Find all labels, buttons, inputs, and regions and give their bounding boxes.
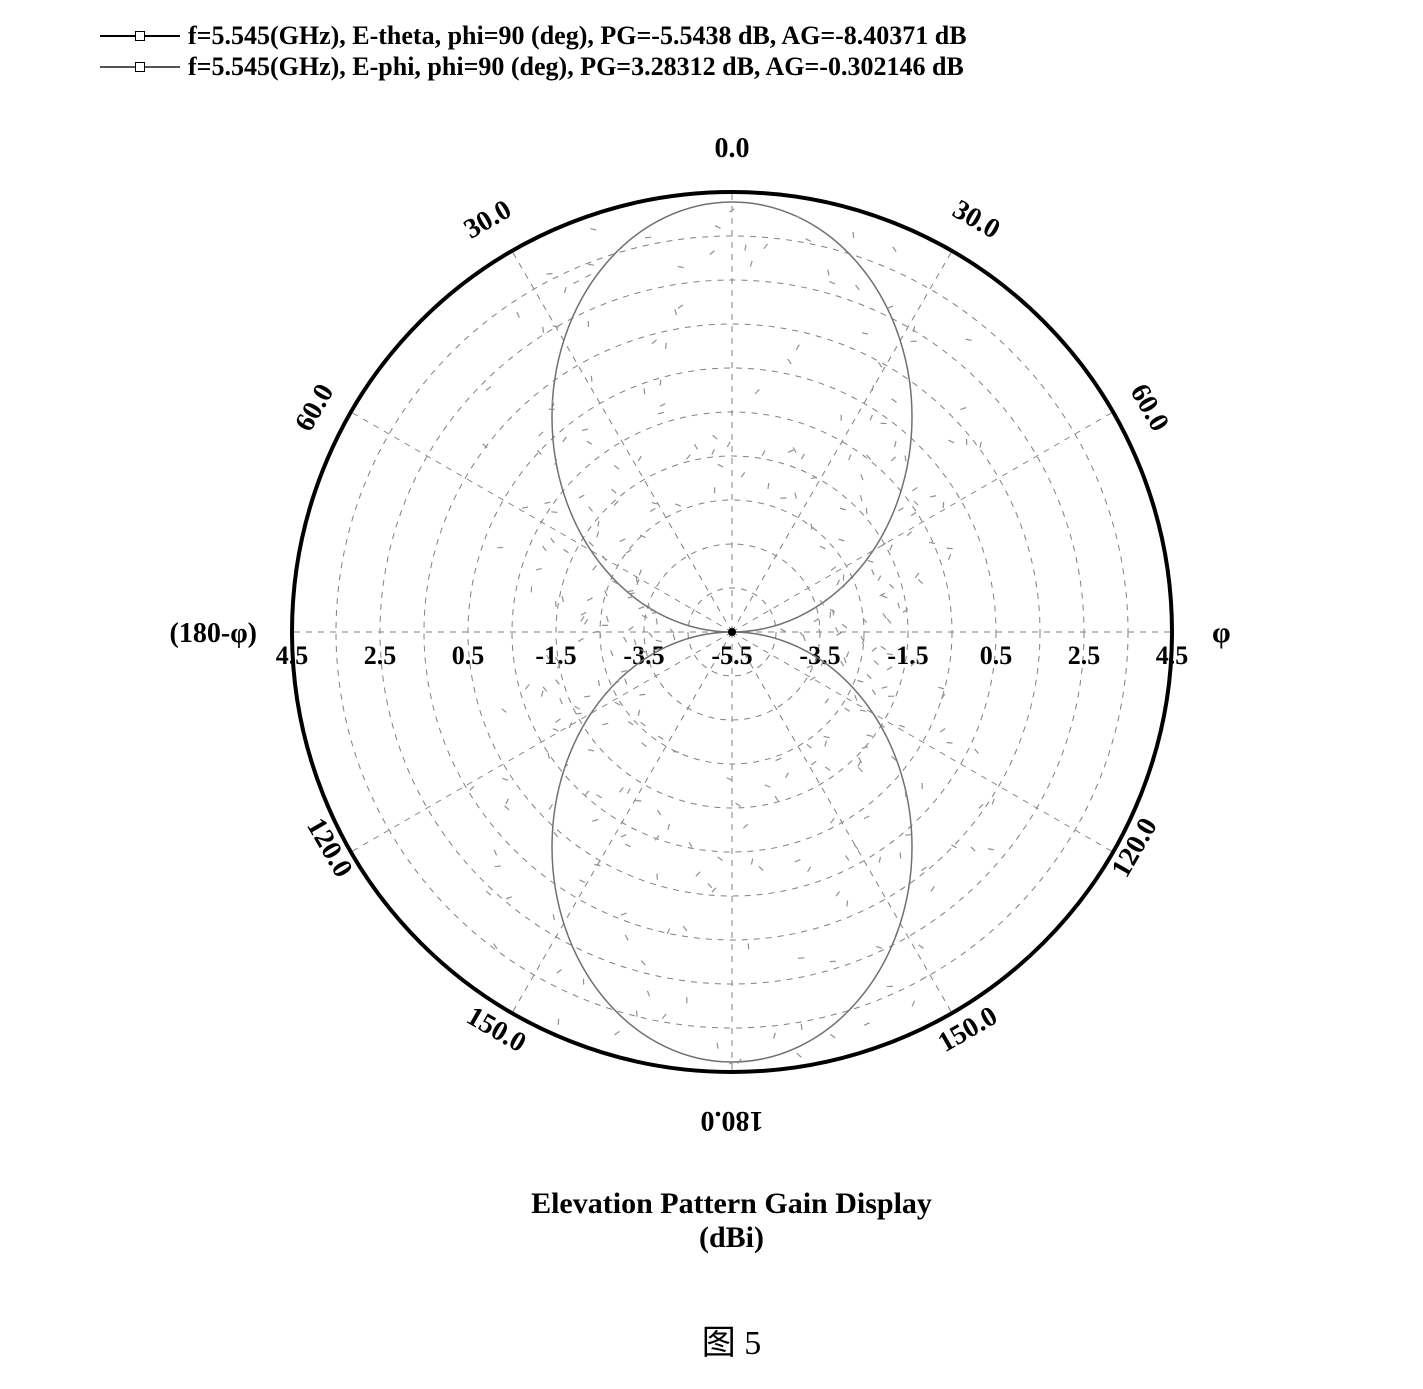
svg-text:60.0: 60.0 [1123, 379, 1174, 437]
chart-title-line2: (dBi) [132, 1221, 1332, 1255]
legend-label: f=5.545(GHz), E-phi, phi=90 (deg), PG=3.… [188, 51, 964, 82]
chart-title: Elevation Pattern Gain Display (dBi) [132, 1187, 1332, 1255]
svg-text:0.0: 0.0 [714, 133, 749, 164]
legend-swatch-dot-icon [100, 66, 180, 68]
svg-text:150.0: 150.0 [932, 1001, 1002, 1059]
svg-text:60.0: 60.0 [288, 379, 339, 437]
svg-text:-3.5: -3.5 [799, 641, 840, 670]
legend-item: f=5.545(GHz), E-phi, phi=90 (deg), PG=3.… [100, 51, 1423, 82]
svg-text:180.0: 180.0 [700, 1105, 763, 1136]
svg-text:0.5: 0.5 [979, 641, 1012, 670]
svg-text:30.0: 30.0 [458, 194, 516, 245]
svg-text:-1.5: -1.5 [535, 641, 576, 670]
svg-text:2.5: 2.5 [1067, 641, 1100, 670]
svg-text:0.5: 0.5 [451, 641, 484, 670]
svg-text:4.5: 4.5 [275, 641, 308, 670]
svg-text:φ: φ [1212, 616, 1231, 649]
figure-label: 图 5 [20, 1315, 1423, 1364]
svg-text:-5.5: -5.5 [711, 641, 752, 670]
svg-text:30.0: 30.0 [947, 194, 1005, 245]
polar-chart: 0.030.030.060.060.0120.0120.0150.0150.01… [132, 112, 1332, 1255]
legend-label: f=5.545(GHz), E-theta, phi=90 (deg), PG=… [188, 20, 967, 51]
svg-text:4.5: 4.5 [1155, 641, 1188, 670]
svg-text:(180-φ): (180-φ) [169, 618, 256, 649]
figure-container: f=5.545(GHz), E-theta, phi=90 (deg), PG=… [20, 20, 1423, 1364]
svg-text:150.0: 150.0 [461, 1001, 531, 1059]
legend-swatch-open-circle-icon [100, 35, 180, 37]
polar-svg: 0.030.030.060.060.0120.0120.0150.0150.01… [132, 112, 1332, 1172]
svg-text:-3.5: -3.5 [623, 641, 664, 670]
svg-text:-1.5: -1.5 [887, 641, 928, 670]
legend-item: f=5.545(GHz), E-theta, phi=90 (deg), PG=… [100, 20, 1423, 51]
legend: f=5.545(GHz), E-theta, phi=90 (deg), PG=… [100, 20, 1423, 82]
chart-title-line1: Elevation Pattern Gain Display [132, 1187, 1332, 1221]
svg-text:2.5: 2.5 [363, 641, 396, 670]
